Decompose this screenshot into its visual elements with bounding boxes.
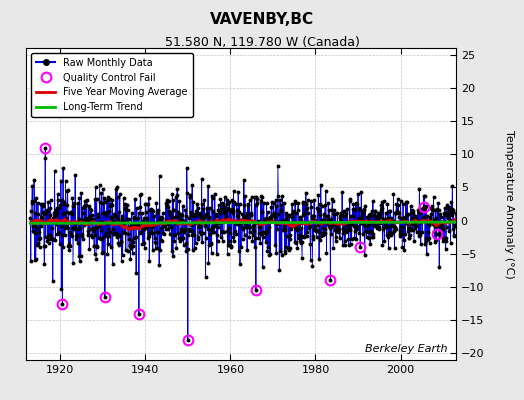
Text: Berkeley Earth: Berkeley Earth [365, 344, 447, 354]
Text: 51.580 N, 119.780 W (Canada): 51.580 N, 119.780 W (Canada) [165, 36, 359, 49]
Text: VAVENBY,BC: VAVENBY,BC [210, 12, 314, 27]
Y-axis label: Temperature Anomaly (°C): Temperature Anomaly (°C) [504, 130, 514, 278]
Legend: Raw Monthly Data, Quality Control Fail, Five Year Moving Average, Long-Term Tren: Raw Monthly Data, Quality Control Fail, … [31, 53, 192, 117]
